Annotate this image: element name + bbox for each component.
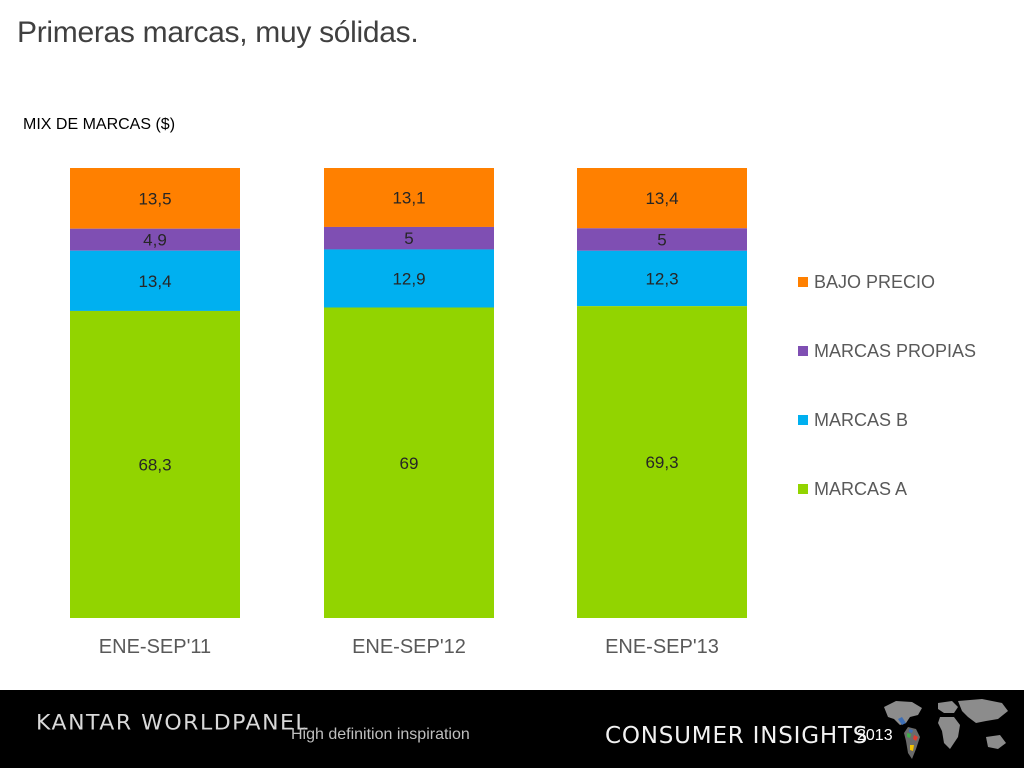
legend-swatch — [798, 346, 808, 356]
footer-bar: KANTAR WORLDPANEL High definition inspir… — [0, 690, 1024, 768]
legend-label: BAJO PRECIO — [814, 271, 936, 292]
page-title: Primeras marcas, muy sólidas. — [17, 16, 419, 49]
bar-marcas-b-1 — [70, 250, 240, 311]
bar-marcas-b-3 — [577, 250, 747, 307]
bar-bajo-precio-1 — [70, 168, 240, 229]
data-label: 69,3 — [645, 453, 678, 472]
data-label: 69 — [400, 454, 419, 473]
data-label: 13,5 — [138, 189, 171, 208]
legend-item: MARCAS B — [798, 408, 1018, 432]
data-label: 5 — [657, 231, 666, 250]
legend-swatch — [798, 415, 808, 425]
kantar-worldpanel-logo: KANTAR WORLDPANEL — [36, 711, 310, 736]
legend-item: MARCAS PROPIAS — [798, 339, 1018, 363]
bar-marcas-a-3 — [577, 306, 747, 618]
x-tick-label: ENE-SEP'11 — [99, 636, 211, 658]
data-label: 4,9 — [143, 231, 167, 250]
footer-year: 2013 — [857, 727, 893, 744]
stacked-bar-chart: 13,5 4,9 13,4 68,3 ENE-SEP'11 13,1 5 12,9 69 ENE-… — [70, 168, 747, 658]
data-label: 13,1 — [392, 188, 425, 207]
data-label: 12,9 — [392, 269, 425, 288]
bar-marcas-a-2 — [324, 307, 494, 618]
legend-label: MARCAS A — [814, 478, 908, 499]
legend-label: MARCAS B — [814, 409, 909, 430]
data-label: 13,4 — [645, 189, 678, 208]
bar-marcas-a-1 — [70, 310, 240, 618]
legend-label: MARCAS PROPIAS — [814, 340, 977, 361]
data-label: 5 — [404, 229, 413, 248]
legend-swatch — [798, 484, 808, 494]
bar-bajo-precio-3 — [577, 168, 747, 229]
chart-subtitle: MIX DE MARCAS ($) — [23, 116, 176, 133]
footer-tagline: High definition inspiration — [291, 726, 470, 743]
consumer-insights-label: CONSUMER INSIGHTS — [605, 723, 869, 749]
bar-marcas-propias-2 — [324, 226, 494, 250]
bar-marcas-propias-1 — [70, 228, 240, 251]
world-map-icon — [884, 699, 1008, 759]
legend-item: MARCAS A — [798, 477, 1018, 501]
bar-marcas-propias-3 — [577, 228, 747, 251]
data-label: 68,3 — [138, 455, 171, 474]
legend-swatch — [798, 277, 808, 287]
data-label: 13,4 — [138, 272, 171, 291]
x-tick-label: ENE-SEP'12 — [352, 636, 466, 658]
x-tick-label: ENE-SEP'13 — [605, 636, 719, 658]
legend-item: BAJO PRECIO — [798, 270, 1018, 294]
bar-marcas-b-2 — [324, 249, 494, 308]
bar-bajo-precio-2 — [324, 168, 494, 227]
data-label: 12,3 — [645, 269, 678, 288]
